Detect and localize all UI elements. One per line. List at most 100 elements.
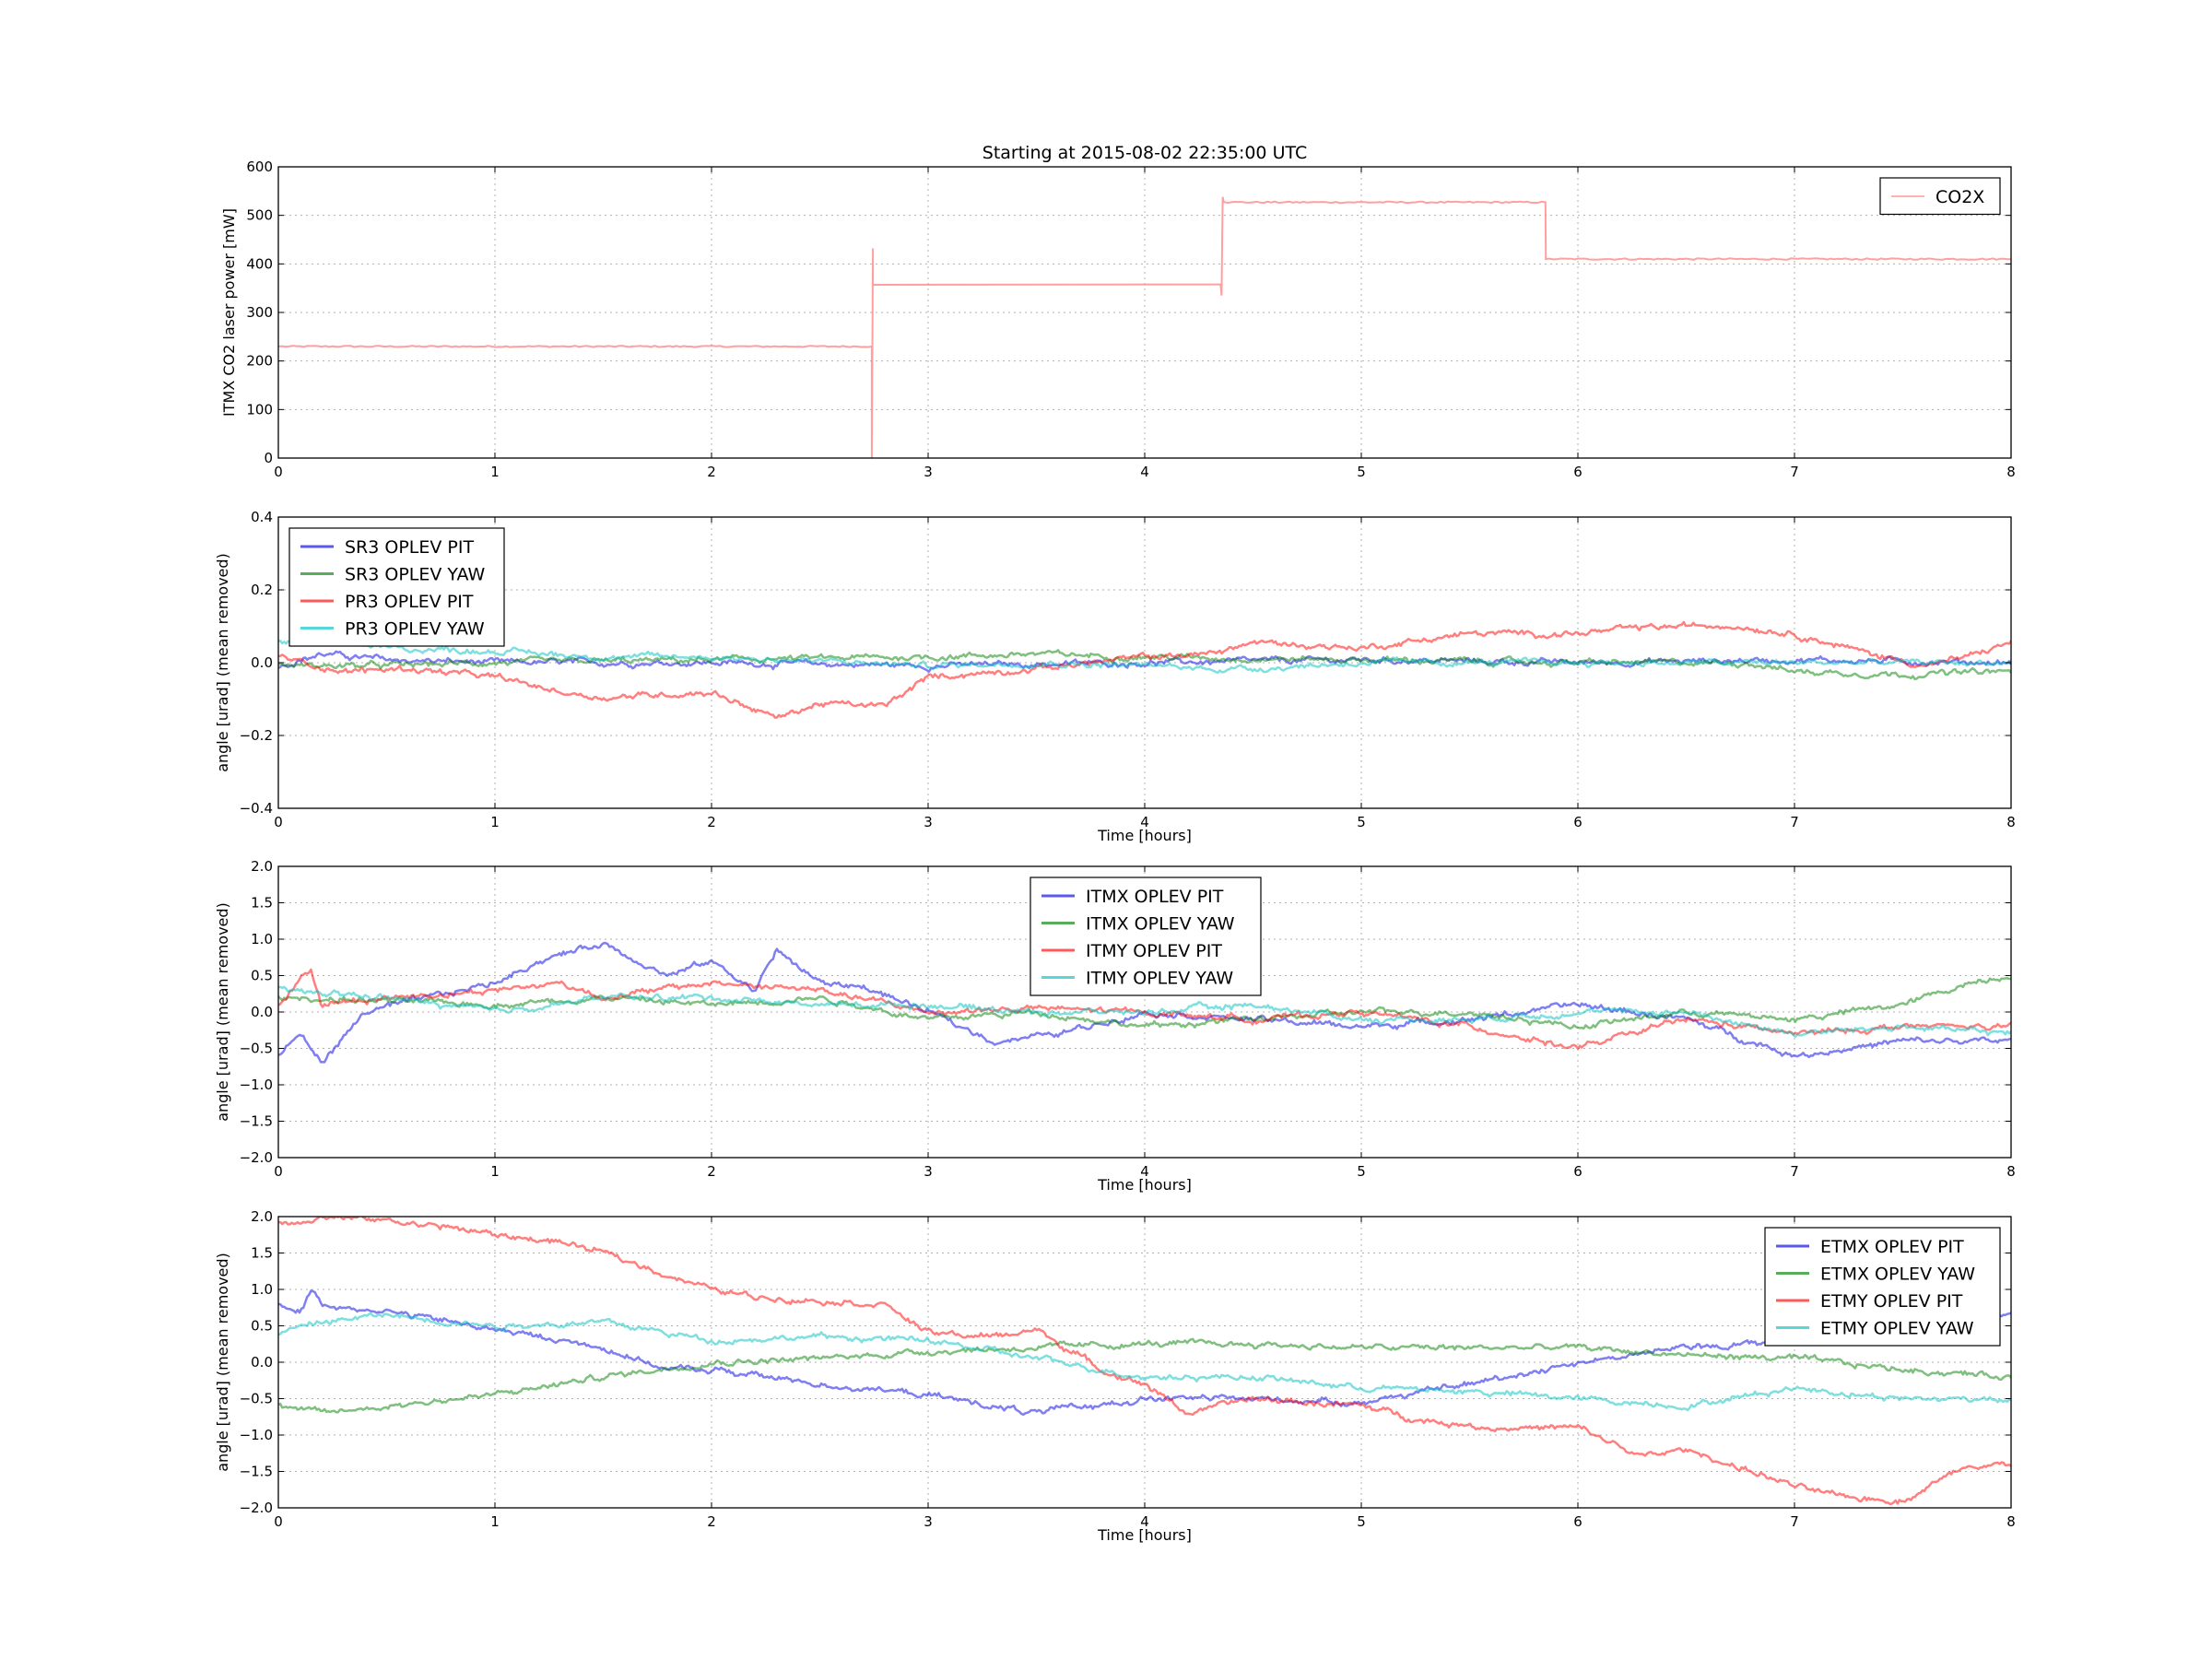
x-tick-label: 2 — [707, 814, 716, 830]
x-tick-label: 5 — [1357, 464, 1366, 480]
y-tick-label: 0.0 — [251, 654, 273, 671]
grid — [278, 167, 2011, 458]
y-axis-label: angle [urad] (mean removed) — [214, 553, 231, 772]
series-line-etmx-oplev-yaw — [278, 1337, 2011, 1414]
legend: SR3 OPLEV PIT SR3 OPLEV YAW PR3 OPLEV PIT P… — [288, 527, 505, 647]
legend-entry: ETMY OPLEV PIT — [1820, 1291, 1963, 1312]
y-tick-label: 0.5 — [251, 968, 273, 984]
y-tick-label: 1.0 — [251, 1281, 273, 1298]
grid — [278, 1217, 2011, 1508]
x-axis-label: Time [hours] — [1097, 1176, 1192, 1194]
x-tick-label: 6 — [1573, 1163, 1583, 1180]
legend-entry: ITMX OPLEV YAW — [1086, 914, 1235, 935]
series-group — [278, 1217, 2011, 1505]
panel-4: 0 1 2 3 4 5 6 7 8 −2.0 −1.5 −1.0 −0.5 0.0 0.5 1.0 1.5 2.0… — [214, 1208, 2016, 1544]
y-tick-label: 2.0 — [251, 858, 273, 875]
y-tick-label: 300 — [246, 304, 273, 321]
series-group — [278, 196, 2011, 458]
y-tick-label: −1.5 — [240, 1464, 273, 1480]
y-tick-label: −2.0 — [240, 1500, 273, 1516]
legend: ETMX OPLEV PIT ETMX OPLEV YAW ETMY OPLEV P… — [1764, 1227, 2001, 1347]
y-axis-label: angle [urad] (mean removed) — [214, 1253, 231, 1472]
x-tick-label: 3 — [924, 814, 933, 830]
series-line-etmx-oplev-pit — [278, 1289, 2011, 1417]
x-tick-label: 4 — [1140, 1163, 1149, 1180]
x-tick-label: 6 — [1573, 1513, 1583, 1530]
x-tick-label: 0 — [274, 1163, 283, 1180]
x-tick-label: 7 — [1790, 1513, 1799, 1530]
x-tick-label: 2 — [707, 1513, 716, 1530]
legend-entry: ITMY OPLEV YAW — [1086, 969, 1233, 989]
x-tick-label: 5 — [1357, 1513, 1366, 1530]
x-tick-label: 4 — [1140, 814, 1149, 830]
legend: ITMX OPLEV PIT ITMX OPLEV YAW ITMY OPLEV P… — [1030, 877, 1262, 996]
x-tick-label: 7 — [1790, 1163, 1799, 1180]
series-line-pr3-oplev-pit — [278, 620, 2011, 719]
y-tick-label: 600 — [246, 159, 273, 175]
series-group — [278, 620, 2011, 719]
x-axis-label: Time [hours] — [1097, 827, 1192, 844]
legend-entry: ITMY OPLEV PIT — [1086, 941, 1222, 961]
y-tick-label: −0.4 — [240, 800, 273, 817]
x-tick-label: 8 — [2006, 1513, 2016, 1530]
series-line-itmy-oplev-yaw — [278, 985, 2011, 1038]
y-tick-label: 0.0 — [251, 1354, 273, 1371]
chart-title: Starting at 2015-08-02 22:35:00 UTC — [982, 143, 1307, 163]
y-axis-label: angle [urad] (mean removed) — [214, 902, 231, 1122]
x-tick-label: 4 — [1140, 1513, 1149, 1530]
x-tick-label: 7 — [1790, 464, 1799, 480]
x-tick-label: 1 — [490, 1513, 500, 1530]
series-group — [278, 941, 2011, 1064]
x-axis-label: Time [hours] — [1097, 1526, 1192, 1544]
x-tick-label: 1 — [490, 1163, 500, 1180]
legend-entry: SR3 OPLEV PIT — [345, 537, 474, 558]
y-tick-label: 0.2 — [251, 582, 273, 598]
x-tick-label: 8 — [2006, 814, 2016, 830]
x-tick-label: 2 — [707, 464, 716, 480]
legend-entry: PR3 OPLEV PIT — [345, 592, 474, 612]
series-line-pr3-oplev-yaw — [278, 634, 2011, 675]
y-tick-label: 500 — [246, 207, 273, 224]
legend-entry: ETMX OPLEV PIT — [1820, 1237, 1964, 1257]
legend-entry: CO2X — [1936, 187, 1984, 207]
legend-entry: ETMY OPLEV YAW — [1820, 1319, 1974, 1339]
series-line-itmy-oplev-pit — [278, 968, 2011, 1050]
x-tick-label: 0 — [274, 814, 283, 830]
legend-entry: PR3 OPLEV YAW — [345, 619, 485, 640]
x-tick-label: 1 — [490, 464, 500, 480]
x-tick-label: 8 — [2006, 464, 2016, 480]
y-axis-label: ITMX CO2 laser power [mW] — [220, 208, 238, 417]
series-line-etmy-oplev-pit — [278, 1217, 2011, 1505]
y-tick-label: −0.5 — [240, 1391, 273, 1407]
y-tick-label: −1.0 — [240, 1427, 273, 1443]
y-tick-label: 200 — [246, 353, 273, 370]
x-tick-label: 5 — [1357, 1163, 1366, 1180]
x-tick-label: 6 — [1573, 814, 1583, 830]
y-tick-label: 1.0 — [251, 931, 273, 947]
legend: CO2X — [1879, 177, 2001, 216]
y-tick-label: 0.5 — [251, 1318, 273, 1335]
x-tick-label: 7 — [1790, 814, 1799, 830]
y-tick-label: −1.5 — [240, 1113, 273, 1130]
panel-1: 0 1 2 3 4 5 6 7 8 0 100 200 300 400 500 600 Starting at … — [220, 143, 2016, 480]
y-tick-label: −0.5 — [240, 1041, 273, 1057]
series-line-etmy-oplev-yaw — [278, 1312, 2011, 1412]
y-tick-label: 400 — [246, 255, 273, 272]
series-line-co2x — [278, 196, 2011, 458]
x-tick-label: 5 — [1357, 814, 1366, 830]
panel-2: 0 1 2 3 4 5 6 7 8 −0.4 −0.2 0.0 0.2 0.4 Time [hours] an… — [214, 509, 2016, 844]
y-tick-label: 0.0 — [251, 1004, 273, 1020]
legend-entry: ITMX OPLEV PIT — [1086, 887, 1224, 907]
y-tick-label: 1.5 — [251, 895, 273, 912]
y-tick-label: 0 — [264, 450, 273, 466]
y-tick-label: 100 — [246, 401, 273, 418]
x-tick-label: 4 — [1140, 464, 1149, 480]
legend-entry: SR3 OPLEV YAW — [345, 565, 486, 585]
x-tick-label: 3 — [924, 1513, 933, 1530]
x-tick-label: 6 — [1573, 464, 1583, 480]
legend-entry: ETMX OPLEV YAW — [1820, 1265, 1975, 1285]
x-tick-label: 3 — [924, 464, 933, 480]
x-tick-label: 2 — [707, 1163, 716, 1180]
panel-3: 0 1 2 3 4 5 6 7 8 −2.0 −1.5 −1.0 −0.5 0.0 0.5 1.0 1.5 2.0… — [214, 858, 2016, 1194]
